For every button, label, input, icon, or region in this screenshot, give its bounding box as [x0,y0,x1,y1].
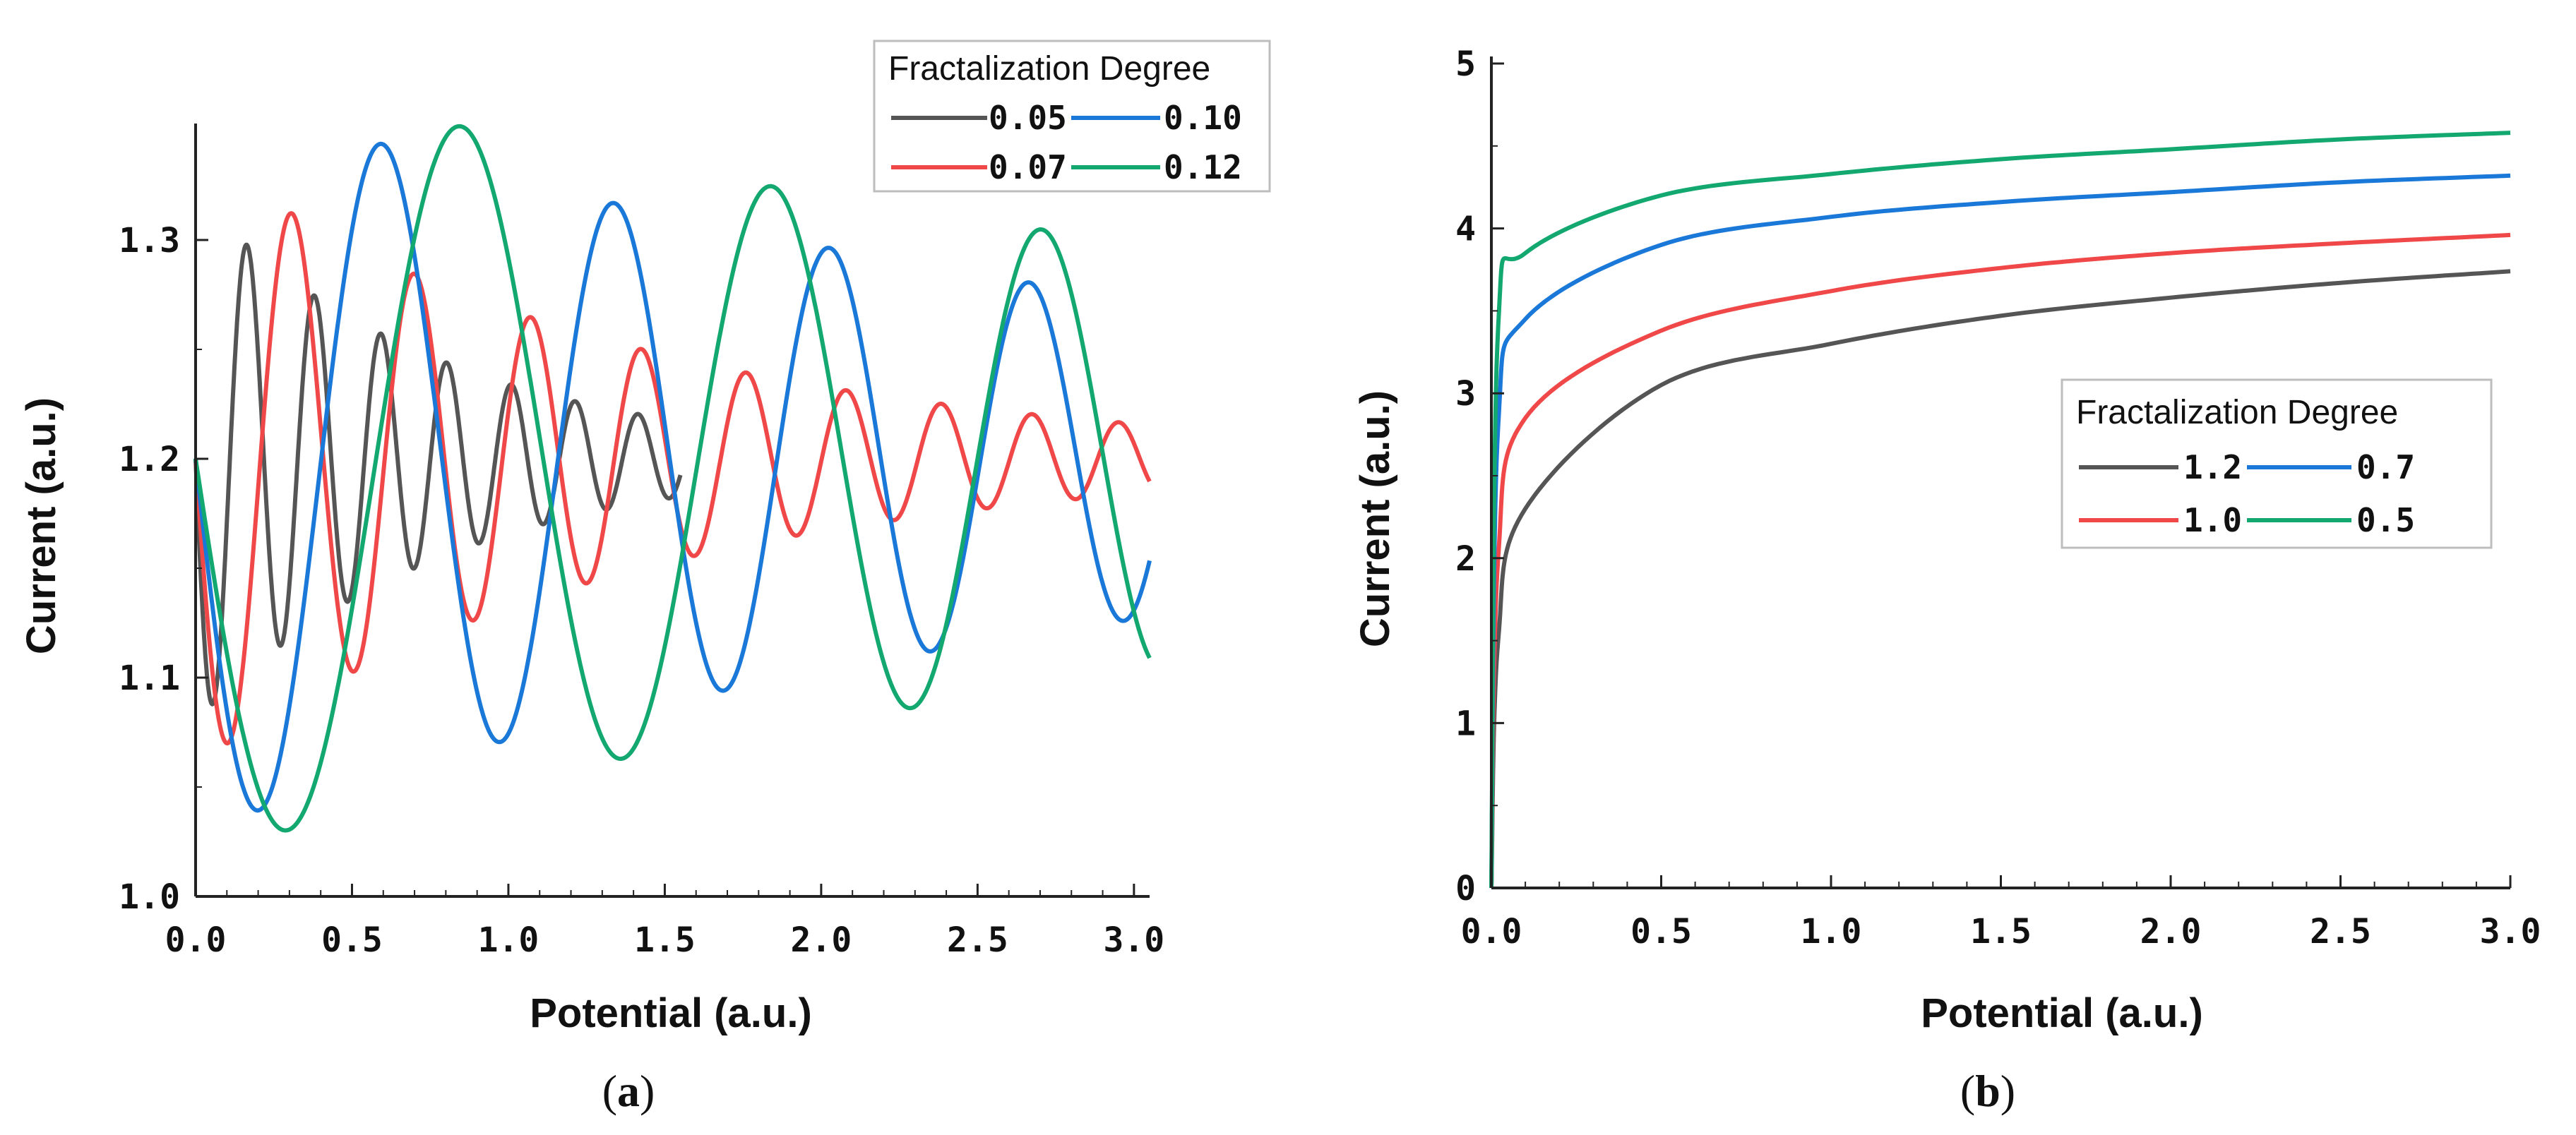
panel-b-legend-label-0: 1.2 [2183,448,2242,486]
panel-a-ylabel: Current (a.u.) [18,397,64,654]
panel-a-legend-label-1: 0.10 [1164,99,1242,137]
panel-b-xlabel: Potential (a.u.) [1921,990,2203,1036]
x-tick-label: 1.5 [1970,912,2032,951]
y-tick-label: 3 [1455,374,1476,414]
panel-b-legend: Fractalization Degree 1.2 0.7 1.0 0.5 [2061,378,2493,549]
x-tick-label: 1.0 [478,920,539,960]
series-line-0-12 [193,124,1152,833]
panel-b-ylabel: Current (a.u.) [1352,390,1398,647]
panel-b-legend-title: Fractalization Degree [2076,394,2398,431]
x-tick-label: 2.5 [2310,912,2371,951]
x-tick-label: 1.5 [634,920,696,960]
y-tick-label: 5 [1455,44,1476,84]
panel-b-caption: (b) [1960,1066,2015,1116]
x-tick-label: 1.0 [1801,912,1862,951]
x-tick-label: 0.5 [321,920,383,960]
series-line-0-7 [1489,173,2511,889]
series-line-0-10 [193,141,1152,813]
panel-a-legend: Fractalization Degree 0.05 0.10 0.07 0.1… [873,40,1271,193]
x-tick-label: 0.0 [1461,912,1522,951]
y-tick-label: 1.0 [119,877,180,917]
panel-a-caption: (a) [602,1066,655,1116]
series-line-1-2 [1489,269,2511,889]
x-tick-label: 2.0 [2140,912,2202,951]
x-tick-label: 0.5 [1630,912,1692,951]
x-tick-label: 0.0 [165,920,227,960]
series-line-0-5 [1489,131,2511,889]
panel-a: 0.0 0.5 1.0 1.5 2.0 2.5 3.0 1.0 1.1 1.2 1.3 Curren… [18,40,1271,1116]
x-tick-label: 3.0 [2480,912,2541,951]
series-line-0-05 [193,242,683,707]
panel-a-axes: 0.0 0.5 1.0 1.5 2.0 2.5 3.0 1.0 1.1 1.2 1.3 [119,124,1164,960]
x-tick-label: 2.0 [791,920,852,960]
x-tick-label: 3.0 [1104,920,1165,960]
panel-a-xlabel: Potential (a.u.) [530,990,812,1036]
x-tick-label: 2.5 [947,920,1008,960]
y-tick-label: 1.1 [119,659,180,698]
panel-b-legend-label-2: 1.0 [2183,501,2242,539]
panel-a-legend-label-2: 0.07 [989,148,1067,186]
panel-b-series [1489,131,2511,889]
panel-b-legend-label-1: 0.7 [2356,448,2415,486]
y-tick-label: 4 [1455,210,1476,249]
panel-b: 0.0 0.5 1.0 1.5 2.0 2.5 3.0 0 1 2 3 4 5 Current (a.u… [1352,44,2541,1116]
panel-a-legend-label-3: 0.12 [1164,148,1242,186]
y-tick-label: 2 [1455,539,1476,579]
panel-a-legend-label-0: 0.05 [989,99,1067,137]
panel-a-legend-title: Fractalization Degree [888,50,1210,88]
panel-b-axes: 0.0 0.5 1.0 1.5 2.0 2.5 3.0 0 1 2 3 4 5 [1455,44,2541,951]
y-tick-label: 1.2 [119,440,180,479]
y-tick-label: 1 [1455,704,1476,743]
y-tick-label: 1.3 [119,221,180,260]
panel-a-series [193,124,1152,833]
panel-b-legend-label-3: 0.5 [2356,501,2415,539]
series-line-1-0 [1489,232,2511,889]
y-tick-label: 0 [1455,869,1476,908]
